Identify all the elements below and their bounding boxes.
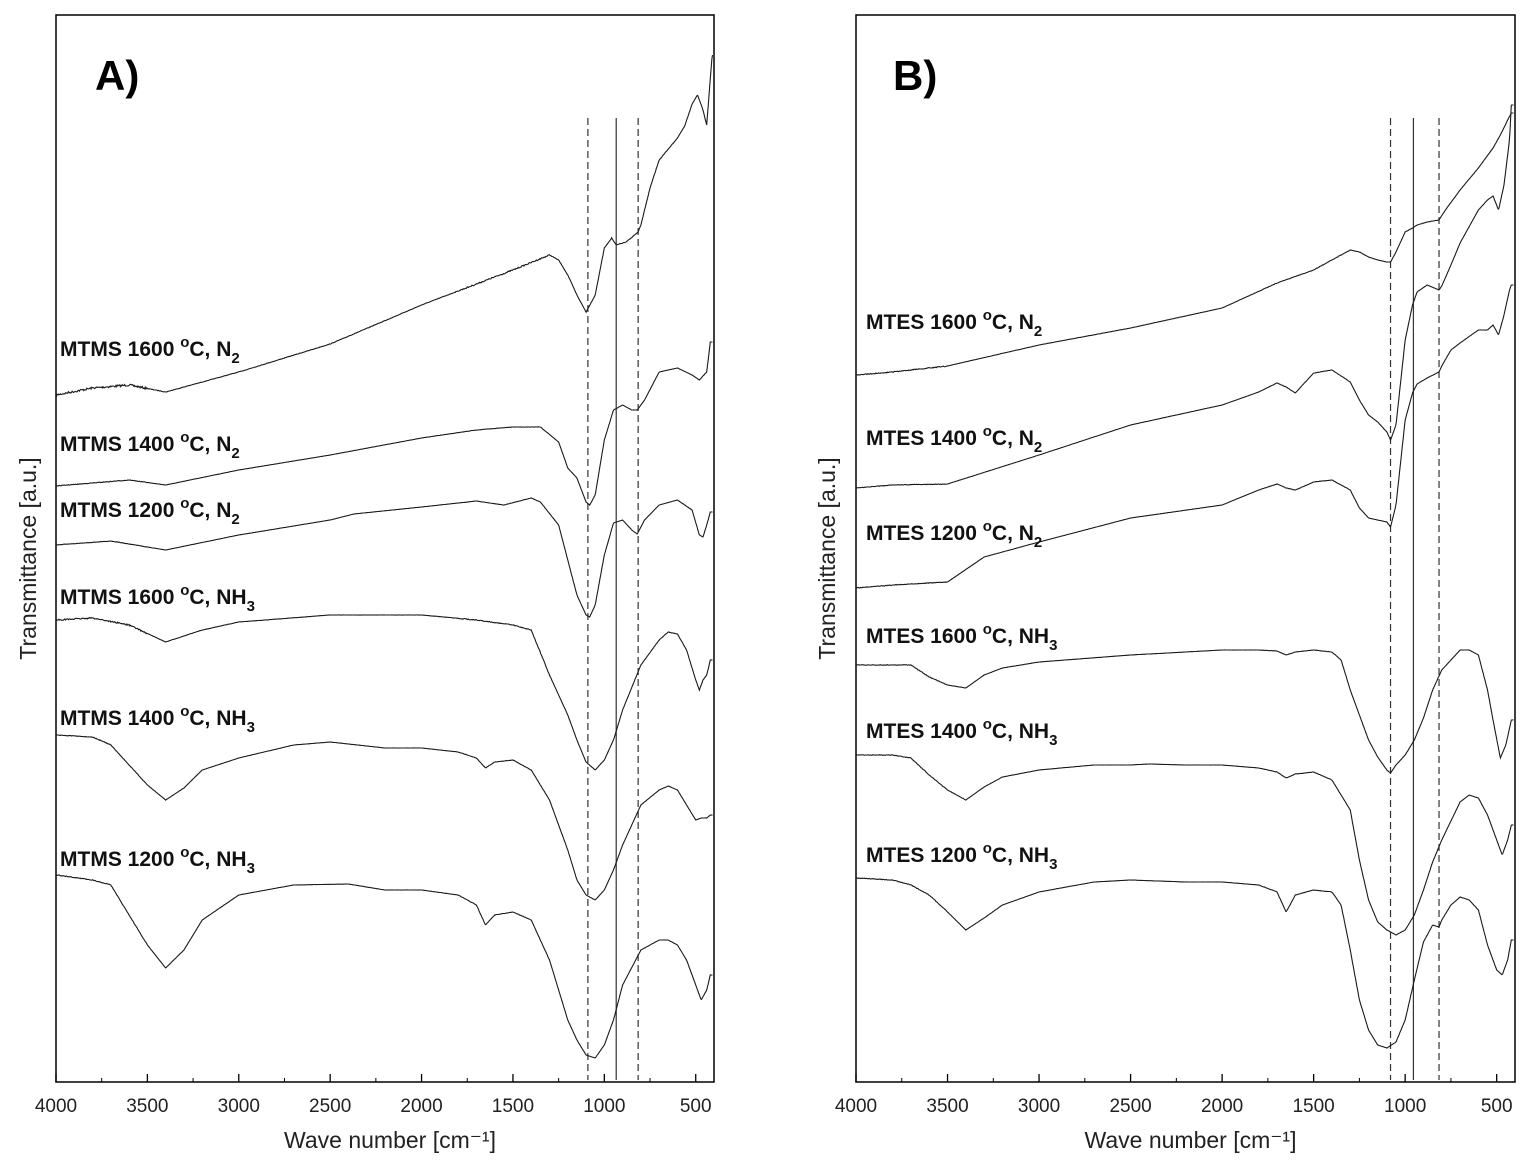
panel-b: 4000 3500 3000 2500 2000 1500 1000 500 Wave numb… <box>814 14 1516 1153</box>
x-tick-label: 2500 <box>309 1096 351 1117</box>
series-line <box>55 55 714 397</box>
series-label: MTES 1400 oC, NH3 <box>866 716 1057 749</box>
plot-frame <box>55 14 715 1083</box>
series-label: MTES 1400 oC, N2 <box>866 423 1042 456</box>
x-tick-label: 4000 <box>835 1096 877 1117</box>
series-line <box>55 874 713 1059</box>
x-tick-label: 1000 <box>1384 1096 1426 1117</box>
series-label: MTMS 1200 oC, N2 <box>60 495 240 528</box>
series-label: MTMS 1200 oC, NH3 <box>60 844 255 877</box>
series-line <box>855 284 1514 589</box>
x-tick-label: 1000 <box>583 1096 625 1117</box>
panel-letter: A) <box>95 52 139 99</box>
series-line <box>855 649 1514 774</box>
x-tick-label: 2000 <box>400 1096 442 1117</box>
series-label: MTES 1200 oC, N2 <box>866 518 1042 551</box>
series-line <box>855 112 1514 376</box>
y-axis-title: Transmittance [a.u.] <box>15 457 41 659</box>
series-label: MTMS 1600 oC, N2 <box>60 334 240 367</box>
series-label: MTMS 1400 oC, NH3 <box>60 703 255 736</box>
series-line <box>855 754 1514 936</box>
x-tick-label: 1500 <box>1292 1096 1334 1117</box>
x-tick-label: 500 <box>680 1096 712 1117</box>
plot-frame <box>855 14 1516 1083</box>
x-tick-label: 2500 <box>1109 1096 1151 1117</box>
panel-a: 4000 3500 3000 2500 2000 1500 1000 500 Wave numb… <box>15 14 715 1153</box>
x-axis-title: Wave number [cm⁻¹] <box>284 1127 496 1153</box>
series-label: MTMS 1600 oC, NH3 <box>60 582 255 615</box>
series-line <box>55 341 713 507</box>
series-label: MTMS 1400 oC, N2 <box>60 429 240 462</box>
x-tick-label: 4000 <box>35 1096 77 1117</box>
series-line <box>56 497 713 618</box>
y-axis-title: Transmittance [a.u.] <box>814 457 840 659</box>
series-line <box>55 614 713 771</box>
x-tick-label: 3500 <box>126 1096 168 1117</box>
x-tick-label: 3000 <box>1018 1096 1060 1117</box>
series-label: MTES 1200 oC, NH3 <box>866 840 1057 873</box>
x-tick-label: 500 <box>1481 1096 1513 1117</box>
x-tick-label: 3500 <box>926 1096 968 1117</box>
series-line <box>56 734 713 901</box>
series-label: MTES 1600 oC, N2 <box>866 307 1042 340</box>
x-tick-label: 2000 <box>1201 1096 1243 1117</box>
x-axis-title: Wave number [cm⁻¹] <box>1085 1127 1297 1153</box>
series-line <box>855 104 1514 489</box>
series-label: MTES 1600 oC, NH3 <box>866 621 1057 654</box>
series-line <box>855 877 1514 1049</box>
x-tick-label: 3000 <box>218 1096 260 1117</box>
x-tick-label: 1500 <box>492 1096 534 1117</box>
panel-letter: B) <box>893 52 937 99</box>
